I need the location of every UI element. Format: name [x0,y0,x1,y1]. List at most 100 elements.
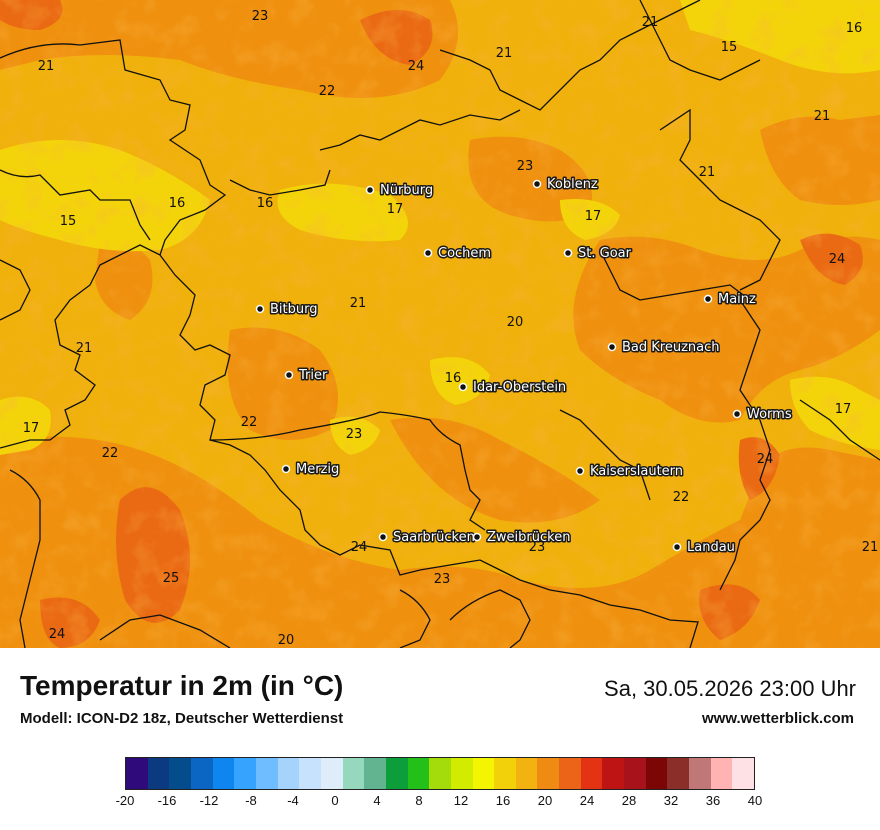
city-marker-kaiserslautern [575,466,585,476]
temperature-value: 24 [408,59,425,74]
legend-swatch [515,758,538,789]
city-label-cochem: Cochem [438,246,491,261]
city-marker-koblenz [532,179,542,189]
city-marker-idar-oberstein [458,382,468,392]
city-marker-merzig [281,464,291,474]
legend-tick-label: 0 [331,793,339,808]
legend-swatch [645,758,668,789]
legend-swatch [407,758,430,789]
city-marker-saarbruecken [378,532,388,542]
temperature-value: 22 [319,84,336,99]
temperature-value: 16 [257,196,274,211]
legend-swatch [342,758,365,789]
temperature-value: 22 [102,446,119,461]
temperature-value: 21 [76,341,93,356]
legend-swatch [624,758,646,789]
legend-swatch [580,758,603,789]
city-label-merzig: Merzig [296,462,339,477]
map-footer: Temperatur in 2m (in °C) Modell: ICON-D2… [0,648,880,830]
legend-swatch [710,758,733,789]
temperature-value: 22 [673,490,690,505]
temperature-value: 23 [434,572,451,587]
legend-swatch [689,758,711,789]
legend-swatch [169,758,191,789]
city-label-bad-kreuznach: Bad Kreuznach [622,340,720,355]
legend-swatch [537,758,560,789]
website-link[interactable]: www.wetterblick.com [702,710,854,727]
temperature-value: 17 [835,402,852,417]
temperature-value: 21 [862,540,879,555]
temperature-value: 16 [846,21,863,36]
legend-tick-label: 16 [495,793,511,808]
temperature-map: 23 21 16 21 15 24 21 22 21 23 21 16 16 15 17 17 24 21 20 21… [0,0,880,648]
legend-swatch [190,758,213,789]
city-label-st-goar: St. Goar [578,246,632,261]
city-label-nuerburg: Nürburg [380,183,433,198]
city-label-worms: Worms [747,407,792,422]
legend-swatch [559,758,581,789]
legend-tick-label: 36 [705,793,721,808]
city-markers: Nürburg Koblenz Cochem St. Goar Mainz Bitburg… [255,176,793,557]
temperature-value: 23 [529,540,546,555]
legend-swatch [667,758,690,789]
city-marker-bad-kreuznach [607,342,617,352]
city-marker-trier [284,370,294,380]
temperature-value: 23 [517,159,534,174]
legend-tick-label: 20 [537,793,553,808]
temperature-value: 21 [642,15,659,30]
temperature-value: 15 [721,40,738,55]
city-label-landau: Landau [687,540,735,555]
legend-tick-label: 24 [579,793,595,808]
temperature-value: 16 [169,196,186,211]
city-marker-zweibruecken [472,532,482,542]
map-canvas: 23 21 16 21 15 24 21 22 21 23 21 16 16 15 17 17 24 21 20 21… [0,0,880,648]
temperature-value: 20 [507,315,524,330]
map-title: Temperatur in 2m (in °C) [20,670,344,701]
city-label-mainz: Mainz [718,292,756,307]
forecast-datetime: Sa, 30.05.2026 23:00 Uhr [604,676,856,701]
city-marker-st-goar [563,248,573,258]
temperature-value: 24 [351,540,368,555]
city-marker-mainz [703,294,713,304]
temperature-value: 22 [241,415,258,430]
temperature-value: 21 [38,59,55,74]
temperature-value: 24 [757,452,774,467]
legend-tick-label: 28 [621,793,637,808]
city-label-trier: Trier [298,368,328,383]
temperature-value: 17 [23,421,40,436]
temperature-value: 25 [163,571,180,586]
city-label-saarbruecken: Saarbrücken [393,530,475,545]
city-marker-bitburg [255,304,265,314]
legend-swatch [385,758,408,789]
legend-swatch [147,758,170,789]
legend-tick-label: -16 [157,793,177,808]
legend-swatch [126,758,148,789]
temperature-value: 20 [278,633,295,648]
temperature-value: 17 [585,209,602,224]
legend-swatch [429,758,451,789]
legend-swatch [277,758,300,789]
legend-swatch [450,758,473,789]
legend-swatch [732,758,755,789]
city-label-idar-oberstein: Idar-Oberstein [473,380,566,395]
temperature-value: 23 [346,427,363,442]
legend-tick-label: 8 [415,793,423,808]
legend-tick-label: -8 [245,793,257,808]
legend-swatch [364,758,386,789]
city-label-kaiserslautern: Kaiserslautern [590,464,683,479]
temperature-value: 17 [387,202,404,217]
city-marker-worms [732,409,742,419]
legend-swatch [494,758,516,789]
color-legend-ticks: -20 -16 -12 -8 -4 0 4 8 12 16 20 24 28 32 36 40 [116,793,763,813]
temperature-value: 16 [445,371,462,386]
legend-swatch [320,758,343,789]
legend-swatch [255,758,278,789]
legend-tick-label: 4 [373,793,381,808]
legend-swatch [212,758,235,789]
temperature-value: 15 [60,214,77,229]
texture-overlay [0,0,880,648]
temperature-value: 21 [350,296,367,311]
temperature-value: 21 [496,46,513,61]
temperature-value: 23 [252,9,269,24]
city-label-zweibruecken: Zweibrücken [487,530,570,545]
